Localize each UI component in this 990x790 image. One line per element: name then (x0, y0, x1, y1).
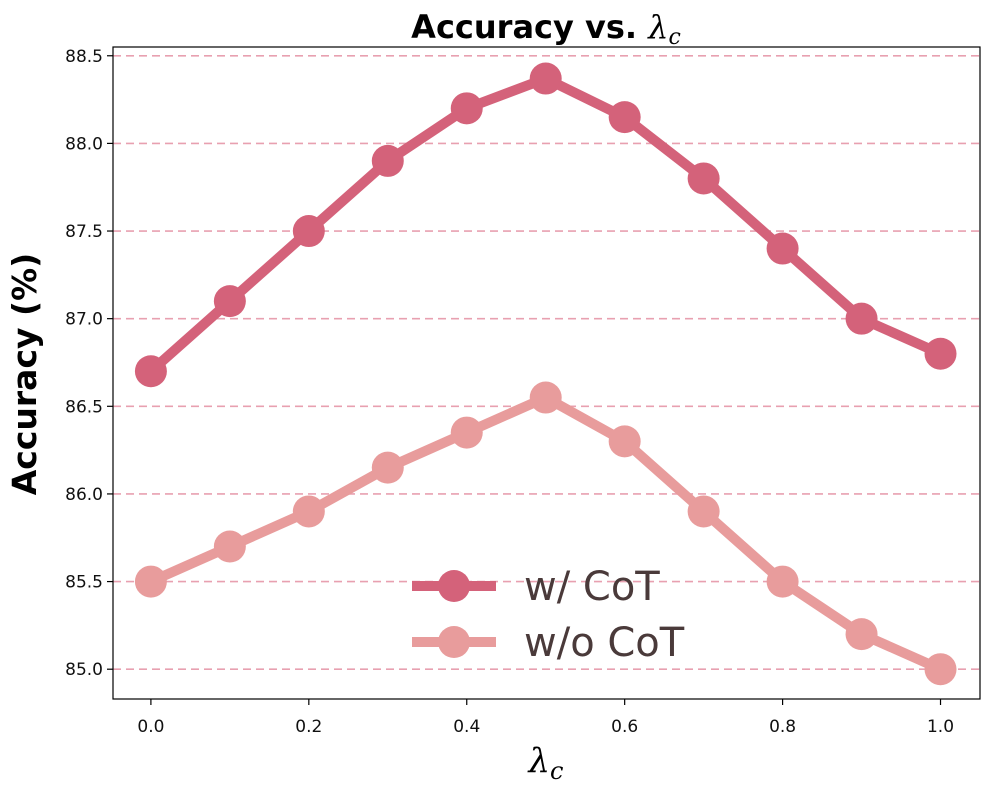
y-axis-ticks: 85.0 85.5 86.0 86.5 87.0 87.5 88.0 88.5 (65, 47, 113, 680)
title-lambda-symbol: λ (646, 8, 668, 46)
series-line (145, 73, 946, 377)
data-point (924, 653, 957, 686)
data-point (450, 92, 483, 125)
data-point (608, 101, 641, 134)
x-axis-ticks: 0.0 0.2 0.4 0.6 0.8 1.0 (137, 699, 954, 737)
data-point (213, 285, 246, 318)
data-point (371, 144, 404, 177)
x-tick-label: 0.6 (611, 717, 638, 737)
y-tick-label: 85.5 (65, 573, 103, 593)
x-label-subscript: c (550, 757, 563, 785)
legend-item-without-cot: w/o CoT (412, 620, 685, 666)
legend-item-with-cot: w/ CoT (412, 564, 660, 610)
legend-marker-swatch (438, 626, 470, 658)
data-point (529, 62, 562, 95)
y-tick-label: 86.0 (65, 485, 103, 505)
y-tick-label: 86.5 (65, 397, 103, 417)
series-without-cot (134, 381, 957, 686)
data-point (766, 232, 799, 265)
data-point (134, 565, 167, 598)
x-tick-label: 0.8 (769, 717, 796, 737)
data-point (529, 381, 562, 414)
x-label-lambda-symbol: λ (526, 741, 550, 781)
legend-label: w/ CoT (524, 564, 660, 610)
data-point (134, 355, 167, 388)
chart-title: Accuracy vs. λc (411, 8, 681, 50)
series-with-cot (134, 62, 957, 388)
y-tick-label: 87.5 (65, 222, 103, 242)
x-tick-label: 1.0 (927, 717, 954, 737)
data-point (213, 530, 246, 563)
data-point (371, 451, 404, 484)
title-lambda-subscript: c (668, 25, 680, 50)
legend-label: w/o CoT (524, 620, 685, 666)
plot-frame (112, 46, 981, 700)
x-axis-label: λc (526, 741, 563, 785)
data-point (292, 495, 325, 528)
x-tick-label: 0.0 (137, 717, 164, 737)
data-point (845, 302, 878, 335)
data-point (292, 215, 325, 248)
data-point (687, 495, 720, 528)
y-axis-label: Accuracy (%) (5, 253, 44, 496)
y-tick-label: 85.0 (65, 660, 103, 680)
data-point (450, 416, 483, 449)
grid-lines (113, 54, 980, 671)
data-point (845, 618, 878, 651)
legend: w/ CoT w/o CoT (412, 564, 685, 666)
data-point (687, 162, 720, 195)
x-tick-label: 0.2 (295, 717, 322, 737)
y-tick-label: 88.5 (65, 47, 103, 67)
y-tick-label: 87.0 (65, 310, 103, 330)
series-layer (134, 62, 957, 686)
data-point (608, 425, 641, 458)
data-point (924, 337, 957, 370)
legend-marker-swatch (438, 570, 470, 602)
y-tick-label: 88.0 (65, 134, 103, 154)
data-point (766, 565, 799, 598)
x-tick-label: 0.4 (453, 717, 480, 737)
